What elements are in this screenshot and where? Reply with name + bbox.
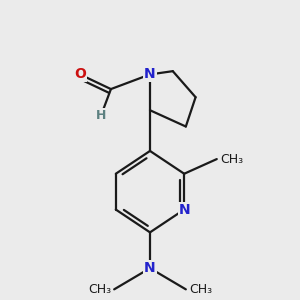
Text: CH₃: CH₃ bbox=[189, 283, 212, 296]
Text: H: H bbox=[96, 109, 106, 122]
Text: N: N bbox=[178, 202, 190, 217]
Text: CH₃: CH₃ bbox=[88, 283, 111, 296]
Text: N: N bbox=[144, 261, 156, 275]
Text: O: O bbox=[74, 68, 86, 81]
Text: CH₃: CH₃ bbox=[221, 153, 244, 166]
Text: N: N bbox=[144, 68, 156, 81]
